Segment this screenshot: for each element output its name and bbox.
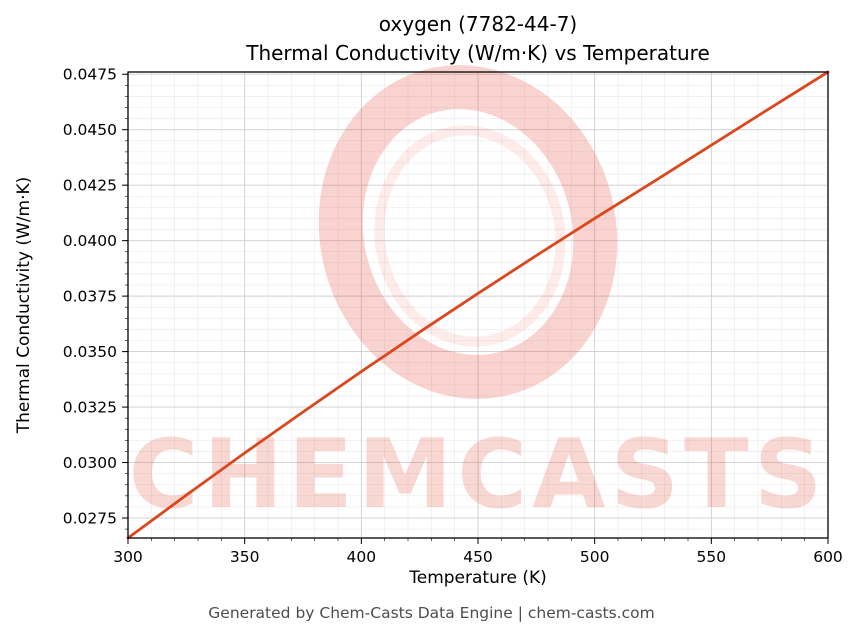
x-tick-label: 600 — [813, 548, 843, 566]
grid-layer — [127, 72, 829, 538]
series-layer — [126, 70, 830, 540]
x-tick-label: 500 — [580, 548, 610, 566]
series-line-oxygen — [126, 70, 830, 540]
y-tick-label: 0.0325 — [63, 399, 117, 417]
y-tick-label: 0.0300 — [63, 454, 117, 472]
footer-attribution: Generated by Chem-Casts Data Engine | ch… — [208, 604, 655, 622]
x-tick-label: 400 — [347, 548, 377, 566]
y-axis-label: Thermal Conductivity (W/m·K) — [14, 176, 34, 434]
logo-watermark-icon — [318, 65, 618, 399]
y-tick-label: 0.0475 — [63, 66, 117, 84]
x-tick-label: 300 — [113, 548, 143, 566]
x-tick-label: 450 — [463, 548, 493, 566]
watermark-text: CHEMCASTS — [129, 420, 828, 530]
y-tick-label: 0.0275 — [63, 510, 117, 528]
y-tick-label: 0.0425 — [63, 177, 117, 195]
chart-title-line1: oxygen (7782-44-7) — [378, 12, 578, 36]
y-tick-label: 0.0375 — [63, 288, 117, 306]
x-tick-label: 350 — [230, 548, 260, 566]
x-tick-label: 550 — [697, 548, 727, 566]
x-axis-label: Temperature (K) — [409, 568, 547, 588]
chart-title: oxygen (7782-44-7) Thermal Conductivity … — [128, 10, 828, 68]
chart-title-line2: Thermal Conductivity (W/m·K) vs Temperat… — [246, 41, 710, 65]
plot-frame — [127, 71, 829, 539]
y-tick-label: 0.0450 — [63, 121, 117, 139]
axis-layer: 300 350 400 450 500 550 600 0.0275 0.0300 0.0325 0… — [63, 66, 843, 566]
y-tick-label: 0.0350 — [63, 343, 117, 361]
y-tick-label: 0.0400 — [63, 232, 117, 250]
